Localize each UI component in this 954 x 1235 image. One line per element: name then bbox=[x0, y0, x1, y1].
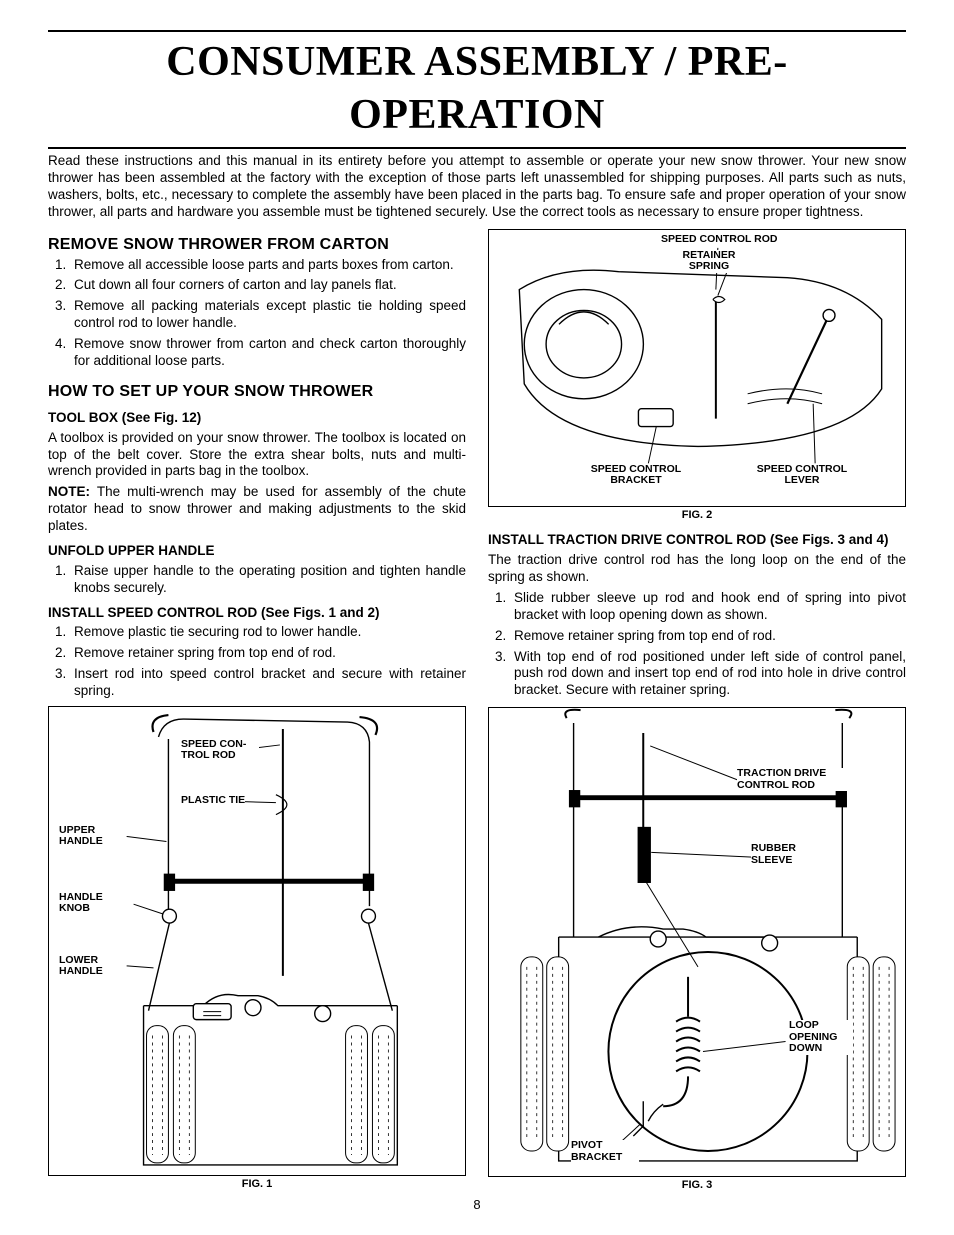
page-title: CONSUMER ASSEMBLY / PRE-OPERATION bbox=[48, 36, 906, 141]
note-label: NOTE: bbox=[48, 484, 90, 499]
list-item: Insert rod into speed control bracket an… bbox=[70, 666, 466, 700]
heading-traction: INSTALL TRACTION DRIVE CONTROL ROD (See … bbox=[488, 532, 906, 549]
top-rule bbox=[48, 30, 906, 32]
figure-1-svg bbox=[49, 707, 465, 1175]
list-item: Remove all packing materials except plas… bbox=[70, 298, 466, 332]
fig3-label-rubber-sleeve: RUBBER SLEEVE bbox=[751, 843, 815, 866]
heading-setup: HOW TO SET UP YOUR SNOW THROWER bbox=[48, 382, 466, 402]
speed-list: Remove plastic tie securing rod to lower… bbox=[48, 624, 466, 700]
traction-list: Slide rubber sleeve up rod and hook end … bbox=[488, 590, 906, 699]
fig1-label-plastic-tie: PLASTIC TIE bbox=[181, 795, 245, 807]
figure-3: TRACTION DRIVE CONTROL ROD RUBBER SLEEVE… bbox=[488, 707, 906, 1177]
figure-1-caption: FIG. 1 bbox=[48, 1178, 466, 1192]
list-item: Slide rubber sleeve up rod and hook end … bbox=[510, 590, 906, 624]
heading-toolbox: TOOL BOX (See Fig. 12) bbox=[48, 410, 466, 427]
intro-paragraph: Read these instructions and this manual … bbox=[48, 153, 906, 221]
toolbox-paragraph: A toolbox is provided on your snow throw… bbox=[48, 430, 466, 481]
figure-3-caption: FIG. 3 bbox=[488, 1179, 906, 1193]
left-column: REMOVE SNOW THROWER FROM CARTON Remove a… bbox=[48, 229, 466, 1193]
fig2-label-retainer: RETAINER SPRING bbox=[675, 250, 743, 273]
fig2-label-speed-rod: SPEED CONTROL ROD bbox=[661, 234, 777, 246]
fig2-label-lever: SPEED CONTROL LEVER bbox=[747, 464, 857, 487]
title-rule bbox=[48, 147, 906, 149]
figure-1: SPEED CON-TROL ROD PLASTIC TIE UPPER HAN… bbox=[48, 706, 466, 1176]
heading-speed: INSTALL SPEED CONTROL ROD (See Figs. 1 a… bbox=[48, 605, 466, 622]
fig1-label-handle-knob: HANDLE KNOB bbox=[59, 892, 117, 915]
fig1-label-lower-handle: LOWER HANDLE bbox=[59, 955, 117, 978]
unfold-list: Raise upper handle to the operating posi… bbox=[48, 563, 466, 597]
list-item: Remove snow thrower from carton and chec… bbox=[70, 336, 466, 370]
list-item: Remove retainer spring from top end of r… bbox=[510, 628, 906, 645]
fig3-label-pivot: PIVOT BRACKET bbox=[571, 1140, 639, 1163]
list-item: Remove plastic tie securing rod to lower… bbox=[70, 624, 466, 641]
page-number: 8 bbox=[48, 1197, 906, 1213]
traction-paragraph: The traction drive control rod has the l… bbox=[488, 552, 906, 586]
figure-2-caption: FIG. 2 bbox=[488, 509, 906, 523]
list-item: Remove retainer spring from top end of r… bbox=[70, 645, 466, 662]
fig1-label-speed-rod: SPEED CON-TROL ROD bbox=[181, 739, 259, 762]
note-paragraph: NOTE: The multi-wrench may be used for a… bbox=[48, 484, 466, 535]
remove-list: Remove all accessible loose parts and pa… bbox=[48, 257, 466, 370]
list-item: Cut down all four corners of carton and … bbox=[70, 277, 466, 294]
figure-2: SPEED CONTROL ROD RETAINER SPRING SPEED … bbox=[488, 229, 906, 507]
list-item: Remove all accessible loose parts and pa… bbox=[70, 257, 466, 274]
fig2-label-bracket: SPEED CONTROL BRACKET bbox=[581, 464, 691, 487]
right-column: SPEED CONTROL ROD RETAINER SPRING SPEED … bbox=[488, 229, 906, 1193]
fig3-label-traction-rod: TRACTION DRIVE CONTROL ROD bbox=[737, 768, 847, 791]
heading-unfold: UNFOLD UPPER HANDLE bbox=[48, 543, 466, 560]
two-column-layout: REMOVE SNOW THROWER FROM CARTON Remove a… bbox=[48, 229, 906, 1193]
list-item: With top end of rod positioned under lef… bbox=[510, 649, 906, 700]
heading-remove: REMOVE SNOW THROWER FROM CARTON bbox=[48, 235, 466, 255]
fig3-label-loop: LOOP OPENING DOWN bbox=[789, 1020, 853, 1055]
fig1-label-upper-handle: UPPER HANDLE bbox=[59, 825, 117, 848]
list-item: Raise upper handle to the operating posi… bbox=[70, 563, 466, 597]
note-text: The multi-wrench may be used for assembl… bbox=[48, 484, 466, 533]
